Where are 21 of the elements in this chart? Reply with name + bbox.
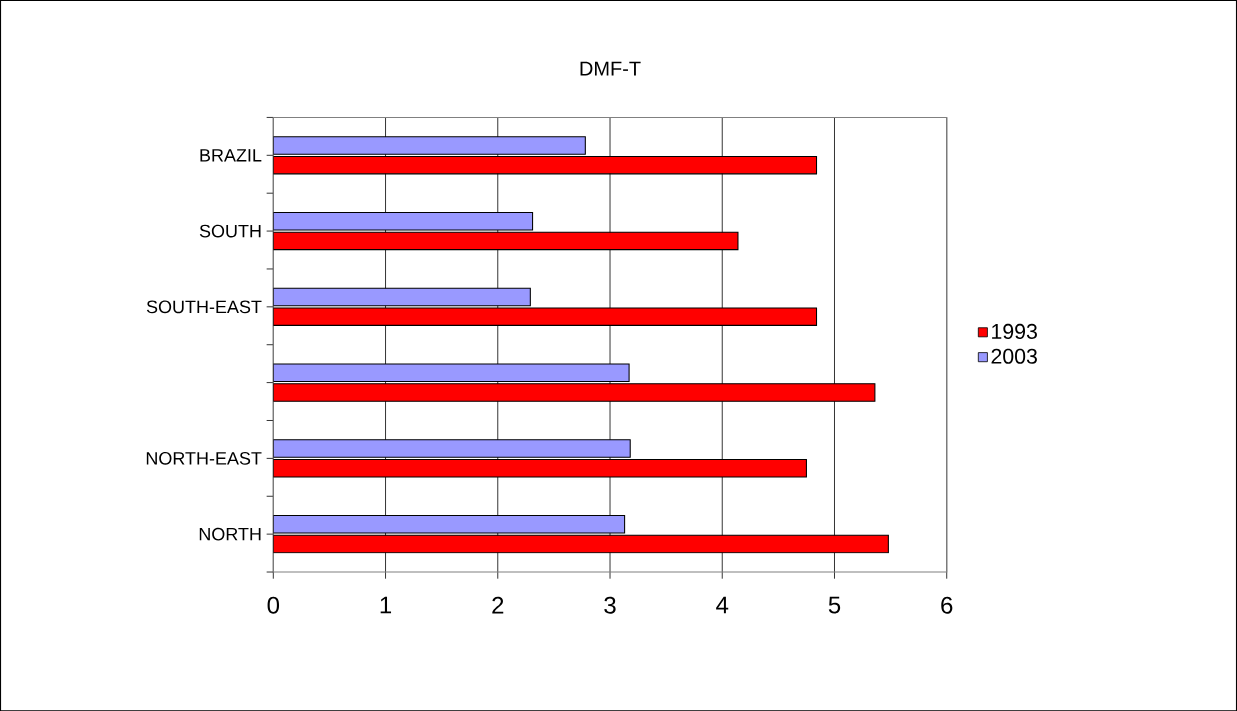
bar [273, 514, 626, 534]
x-tick-label: 5 [828, 596, 841, 614]
x-tick-label: 1 [380, 596, 392, 613]
bar [273, 211, 534, 231]
x-tick-label: 6 [941, 596, 953, 614]
bar [273, 287, 531, 307]
y-tick-label: NORTH [199, 527, 261, 541]
bar [273, 363, 630, 382]
x-tick-label: 2 [492, 596, 504, 614]
bar [273, 439, 631, 458]
y-tick-label: SOUTH-EAST [146, 300, 262, 313]
y-tick-label: BRAZIL [200, 148, 262, 162]
legend-label: 1993 [992, 323, 1037, 339]
legend-label: 2003 [991, 348, 1037, 364]
chart-title: DMF-T [580, 61, 641, 76]
y-tick-label: NORTH-EAST [146, 451, 262, 465]
x-tick-label: 4 [716, 596, 729, 613]
y-tick-label: SOUTH [199, 224, 261, 238]
x-tick-label: 0 [267, 596, 280, 614]
x-tick-label: 3 [604, 596, 616, 614]
bar [273, 135, 586, 155]
